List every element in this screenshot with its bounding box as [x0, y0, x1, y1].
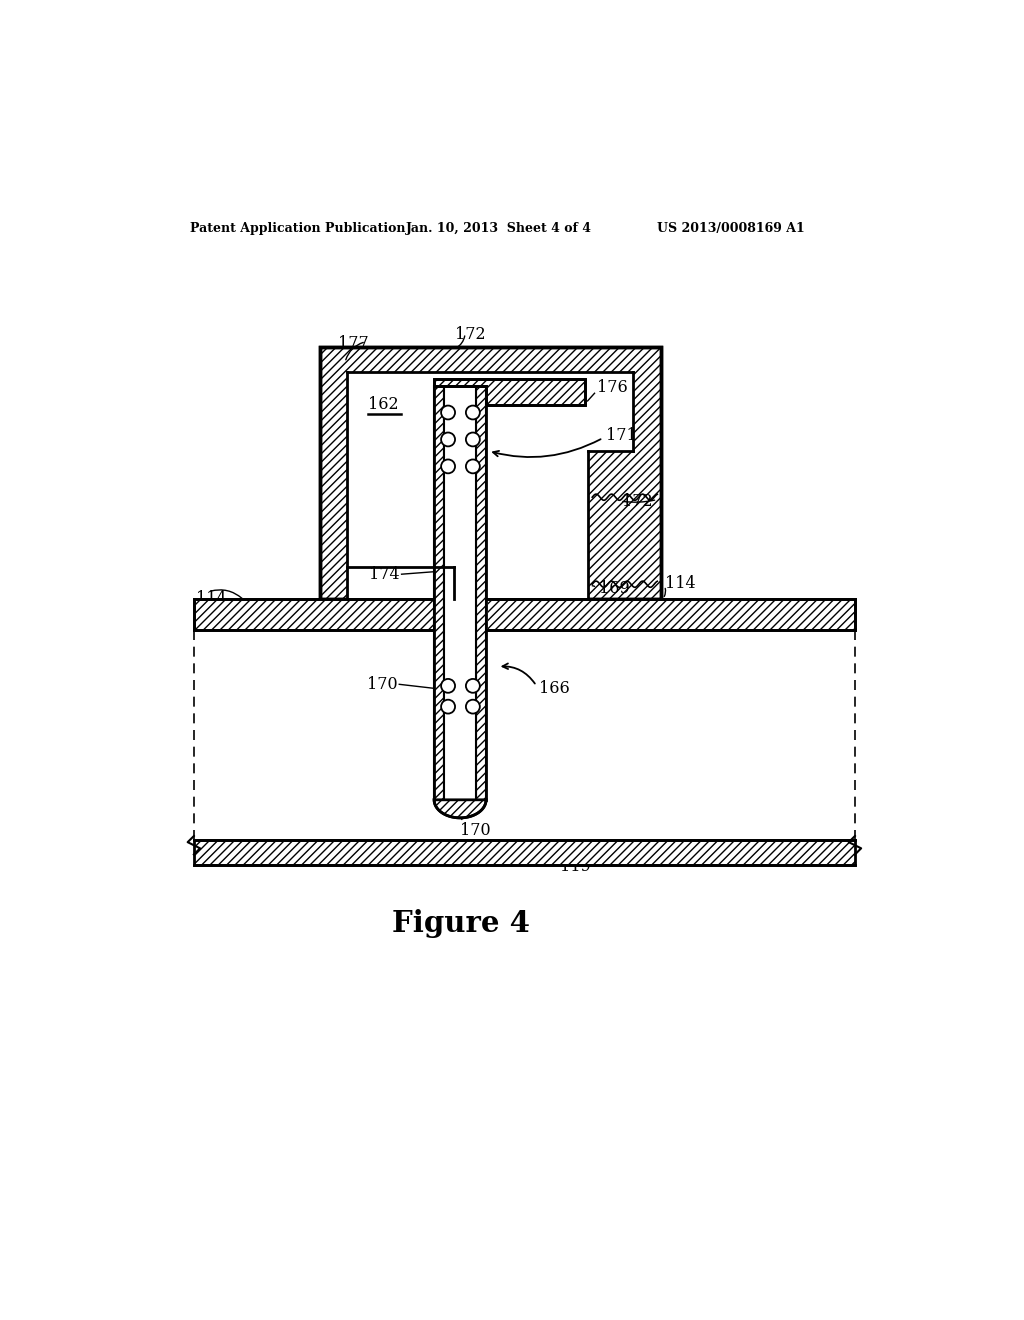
Circle shape — [466, 700, 480, 714]
Text: Jan. 10, 2013  Sheet 4 of 4: Jan. 10, 2013 Sheet 4 of 4 — [406, 222, 592, 235]
Text: 176: 176 — [597, 379, 628, 396]
Text: 162: 162 — [369, 396, 399, 413]
Circle shape — [466, 678, 480, 693]
Polygon shape — [194, 840, 855, 866]
Text: 166: 166 — [539, 680, 569, 697]
Text: 174: 174 — [369, 566, 399, 582]
Polygon shape — [194, 599, 855, 631]
Circle shape — [466, 459, 480, 474]
Text: 119: 119 — [560, 858, 591, 875]
Circle shape — [441, 700, 455, 714]
Text: Patent Application Publication: Patent Application Publication — [190, 222, 406, 235]
Text: 170: 170 — [367, 676, 397, 693]
Polygon shape — [476, 385, 486, 800]
Circle shape — [441, 405, 455, 420]
Text: 172: 172 — [623, 492, 653, 510]
Text: 177: 177 — [338, 335, 369, 352]
Circle shape — [441, 678, 455, 693]
Polygon shape — [434, 385, 444, 800]
Text: 114: 114 — [197, 590, 227, 607]
Circle shape — [441, 459, 455, 474]
Polygon shape — [346, 372, 633, 599]
Polygon shape — [434, 800, 486, 818]
Text: 170: 170 — [460, 822, 490, 840]
Text: 171: 171 — [606, 428, 637, 444]
Polygon shape — [434, 379, 586, 405]
Text: Figure 4: Figure 4 — [392, 909, 530, 939]
Polygon shape — [321, 347, 662, 599]
Text: US 2013/0008169 A1: US 2013/0008169 A1 — [657, 222, 805, 235]
Text: 172: 172 — [456, 326, 485, 343]
Text: 169: 169 — [599, 579, 630, 597]
Polygon shape — [444, 385, 476, 800]
Circle shape — [466, 433, 480, 446]
Circle shape — [466, 405, 480, 420]
Circle shape — [441, 433, 455, 446]
Text: 114: 114 — [665, 576, 695, 591]
Polygon shape — [432, 599, 487, 631]
